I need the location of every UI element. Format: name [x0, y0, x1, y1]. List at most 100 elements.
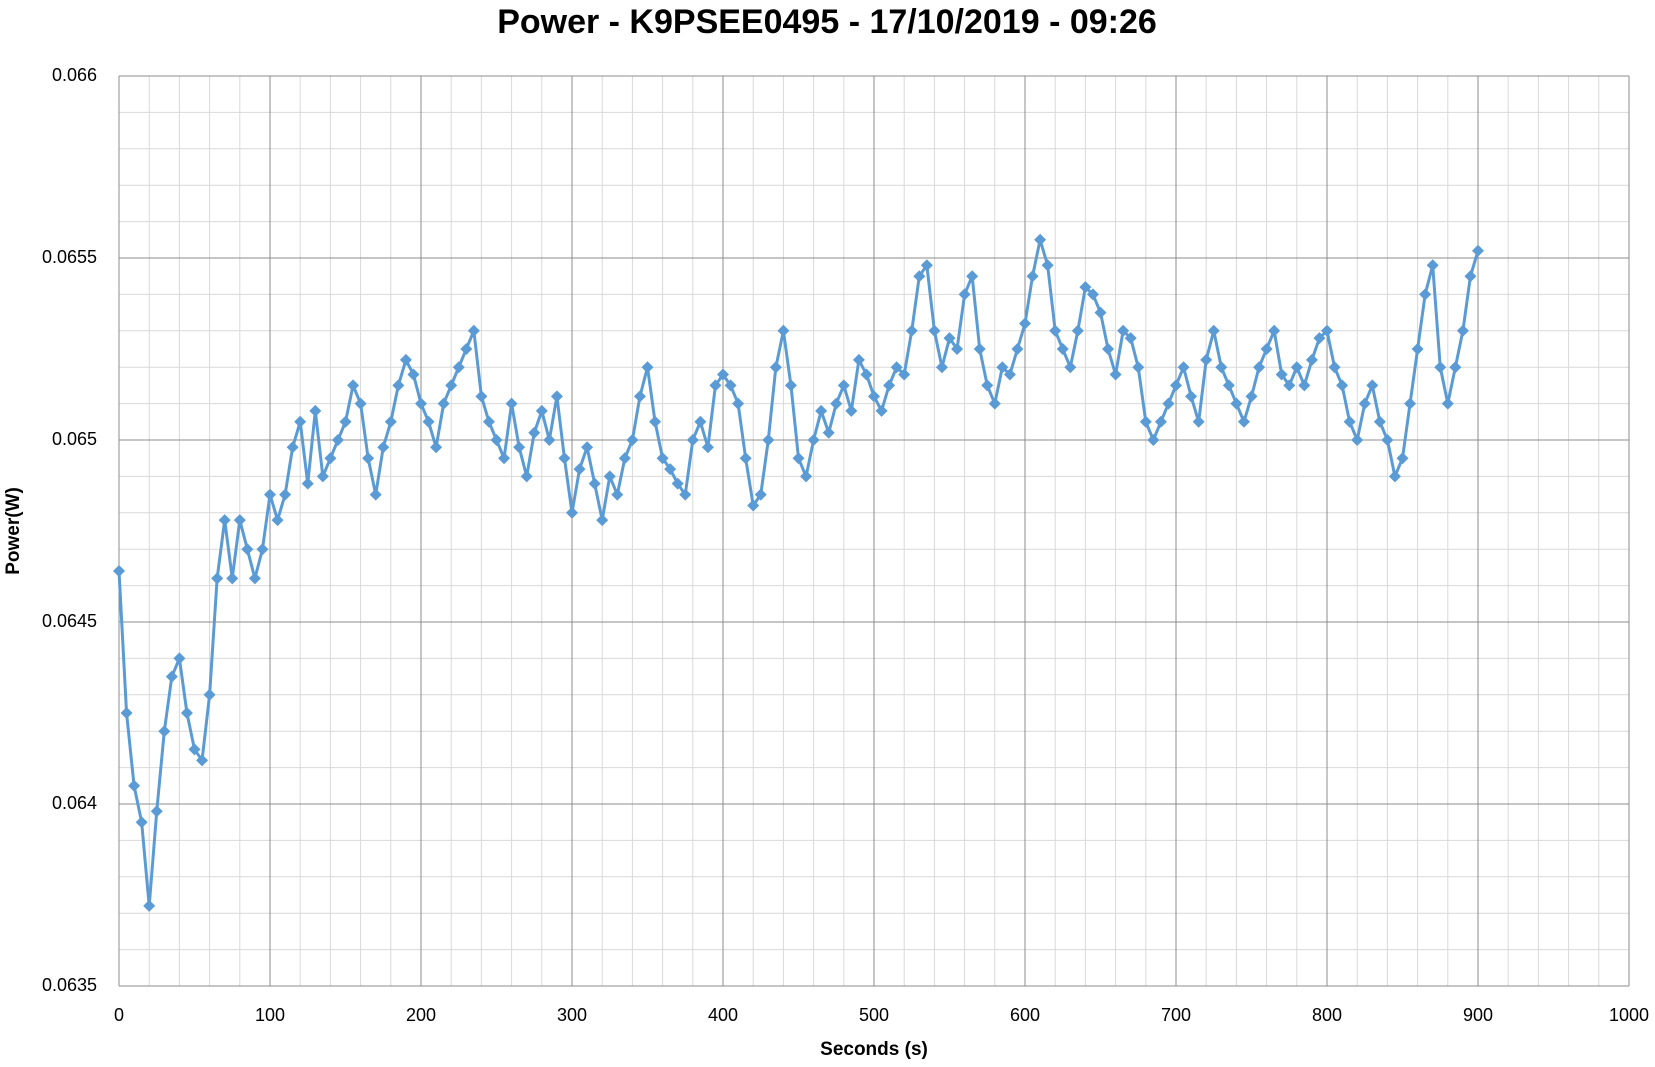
data-point: [309, 404, 322, 417]
data-point: [1117, 324, 1130, 337]
data-point: [890, 361, 903, 374]
data-point: [369, 488, 382, 501]
data-point: [180, 707, 193, 719]
data-point: [505, 397, 518, 410]
data-point: [422, 415, 435, 428]
data-point: [1041, 259, 1054, 272]
data-point: [1434, 361, 1447, 374]
x-tick-label: 100: [255, 1005, 285, 1025]
chart-title: Power - K9PSEE0495 - 17/10/2019 - 09:26: [497, 3, 1157, 41]
data-point: [1011, 343, 1024, 355]
data-point: [437, 397, 450, 410]
data-point: [981, 379, 994, 392]
data-point: [339, 415, 352, 428]
data-point: [1177, 361, 1190, 374]
data-point: [649, 415, 662, 428]
data-point: [399, 353, 412, 366]
x-tick-label: 700: [1161, 1005, 1191, 1025]
data-point: [754, 488, 767, 501]
data-point: [845, 404, 858, 417]
data-point: [1245, 390, 1258, 403]
data-point: [271, 514, 284, 527]
y-tick-label: 0.0645: [42, 611, 97, 631]
x-tick-label: 300: [557, 1005, 587, 1025]
data-point: [377, 441, 390, 454]
data-point: [1336, 379, 1349, 392]
data-point: [596, 514, 609, 527]
data-point: [1034, 233, 1047, 246]
data-point: [520, 470, 533, 483]
data-point: [490, 434, 503, 446]
data-point: [528, 426, 541, 439]
data-point: [935, 361, 948, 374]
data-point: [852, 353, 865, 366]
data-point: [1019, 317, 1031, 330]
data-point: [913, 270, 926, 283]
data-point: [1237, 415, 1250, 428]
data-point: [860, 368, 873, 381]
data-point: [1026, 270, 1039, 283]
data-point: [1139, 415, 1152, 428]
data-point: [588, 477, 601, 490]
x-tick-label: 1000: [1609, 1005, 1649, 1025]
data-point: [482, 415, 495, 428]
data-point: [384, 415, 397, 428]
data-point: [1426, 259, 1439, 272]
data-point: [633, 390, 646, 403]
data-point: [898, 368, 911, 381]
data-point: [256, 543, 269, 556]
data-point: [694, 415, 707, 428]
data-point: [430, 441, 443, 454]
data-point: [830, 397, 843, 410]
data-point: [233, 514, 246, 527]
data-point: [1207, 324, 1220, 337]
data-point: [279, 488, 292, 501]
data-point: [618, 452, 631, 465]
data-point: [362, 452, 375, 465]
data-point: [837, 379, 850, 392]
data-point: [822, 426, 835, 439]
data-point: [354, 397, 367, 410]
data-point: [656, 452, 669, 465]
data-point: [165, 670, 178, 683]
data-point: [211, 572, 224, 585]
data-point: [120, 707, 133, 719]
data-point: [535, 404, 548, 417]
data-point: [150, 805, 163, 818]
data-point: [498, 452, 511, 465]
data-point: [1086, 288, 1099, 301]
data-point: [1154, 415, 1167, 428]
y-tick-label: 0.065: [52, 429, 97, 449]
data-point: [883, 379, 896, 392]
data-point: [1230, 397, 1243, 410]
data-point: [1404, 397, 1417, 410]
x-tick-label: 500: [859, 1005, 889, 1025]
y-tick-label: 0.064: [52, 793, 97, 813]
data-point: [543, 434, 556, 446]
data-point: [460, 343, 473, 355]
data-point: [294, 415, 307, 428]
data-point: [1253, 361, 1266, 374]
data-point: [1343, 415, 1356, 428]
data-point: [1003, 368, 1016, 381]
data-point: [550, 390, 563, 403]
data-point: [1124, 332, 1137, 345]
data-point: [581, 441, 594, 454]
data-point: [392, 379, 405, 392]
data-point: [286, 441, 299, 454]
data-point: [951, 343, 964, 355]
data-point: [686, 434, 699, 446]
data-point: [226, 572, 239, 585]
data-point: [218, 514, 231, 527]
data-point: [1305, 353, 1318, 366]
data-point: [1056, 343, 1069, 355]
data-point: [868, 390, 880, 403]
data-point: [1049, 324, 1062, 337]
data-point: [996, 361, 1009, 374]
x-tick-label: 800: [1312, 1005, 1342, 1025]
data-point: [445, 379, 458, 392]
data-point: [709, 379, 722, 392]
data-point: [875, 404, 888, 417]
data-point: [1419, 288, 1432, 301]
